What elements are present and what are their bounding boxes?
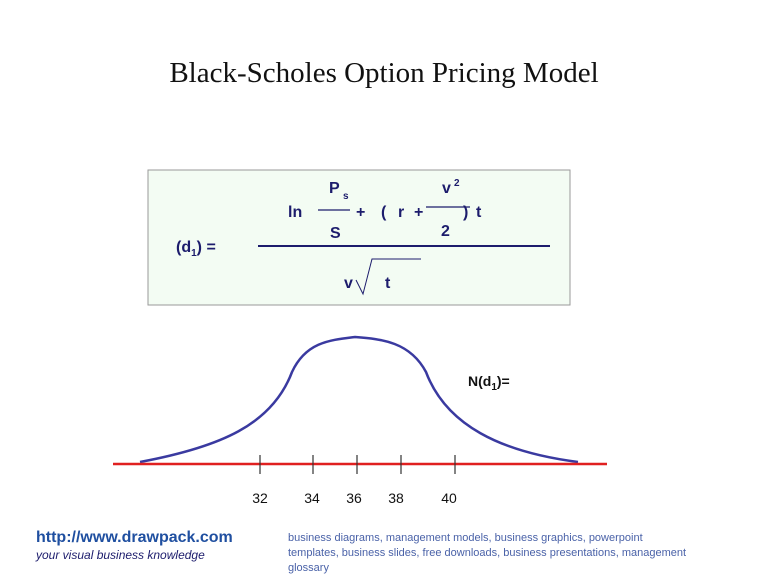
title: Black-Scholes Option Pricing Model [169, 57, 598, 89]
tick-label: 36 [346, 490, 362, 506]
footer-tagline: your visual business knowledge [35, 548, 205, 562]
curve-label: N(d1)= [468, 373, 510, 393]
sqrt-sign [355, 258, 421, 296]
symbol: v [442, 180, 451, 197]
lhs: (d1) = [176, 239, 216, 259]
symbol: t [476, 204, 482, 221]
operator: + [414, 204, 423, 221]
symbol: r [398, 204, 404, 221]
keywords-line: business diagrams, management models, bu… [288, 532, 643, 544]
symbol: S [330, 225, 341, 242]
keywords-line: glossary [288, 562, 329, 574]
footer-link[interactable]: http://www.drawpack.com [36, 529, 233, 546]
tick-label: 34 [304, 490, 320, 506]
ticks [259, 455, 456, 474]
bell-curve [139, 335, 579, 464]
superscript: 2 [454, 178, 460, 189]
subscript: s [343, 191, 349, 202]
keywords-line: templates, business slides, free downloa… [288, 547, 686, 559]
formula: P s ln S + ( r + v 2 2 ) t (d1) = v t [176, 178, 550, 296]
operator: ln [288, 204, 302, 221]
footer-keywords: business diagrams, management models, bu… [288, 532, 686, 574]
operator: ) [463, 204, 468, 221]
formula-box [147, 169, 571, 306]
symbol: P [329, 180, 340, 197]
tick-label: 32 [252, 490, 268, 506]
operator: ( [381, 204, 387, 221]
tick-label: 38 [388, 490, 404, 506]
symbol: t [385, 275, 391, 292]
symbol: 2 [441, 223, 450, 240]
tick-label: 40 [441, 490, 457, 506]
operator: + [356, 204, 365, 221]
symbol: v [344, 275, 353, 292]
